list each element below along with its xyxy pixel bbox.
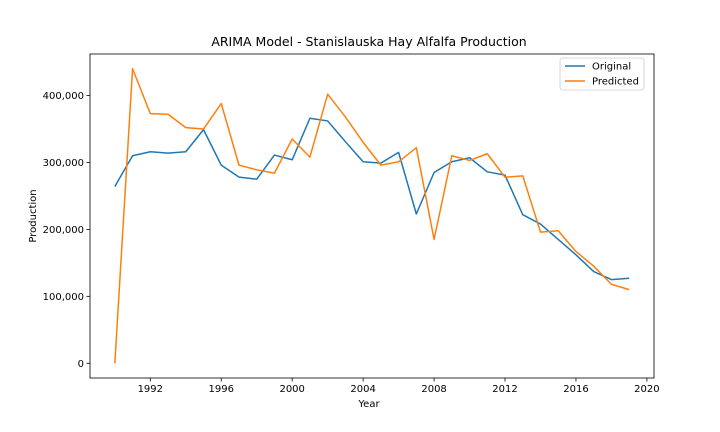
plot-area: 1992 1996 2000 2004 2008 2012 2016 2020 0 100,000… (43, 53, 660, 395)
x-tick-label: 2004 (350, 384, 375, 395)
x-tick-label: 1996 (209, 384, 234, 395)
y-tick-label: 200,000 (43, 225, 84, 236)
x-tick-label: 2016 (563, 384, 588, 395)
series-line-predicted (114, 67, 630, 364)
x-tick-label: 1992 (138, 384, 163, 395)
legend-label-original: Original (592, 62, 631, 73)
y-tick-label: 0 (78, 359, 84, 370)
x-tick-label: 2020 (634, 384, 659, 395)
y-axis-label: Production (28, 189, 39, 242)
chart-title: ARIMA Model - Stanislauska Hay Alfalfa P… (211, 34, 526, 49)
x-tick-label: 2008 (421, 384, 446, 395)
legend-label-predicted: Predicted (592, 77, 639, 88)
y-tick-label: 400,000 (43, 91, 84, 102)
axes-frame (89, 53, 655, 379)
x-tick-label: 2012 (492, 384, 517, 395)
x-tick-label: 2000 (279, 384, 304, 395)
y-tick-label: 100,000 (43, 292, 84, 303)
series-line-original (114, 117, 630, 281)
y-tick-label: 300,000 (43, 158, 84, 169)
x-axis-label: Year (357, 399, 380, 410)
